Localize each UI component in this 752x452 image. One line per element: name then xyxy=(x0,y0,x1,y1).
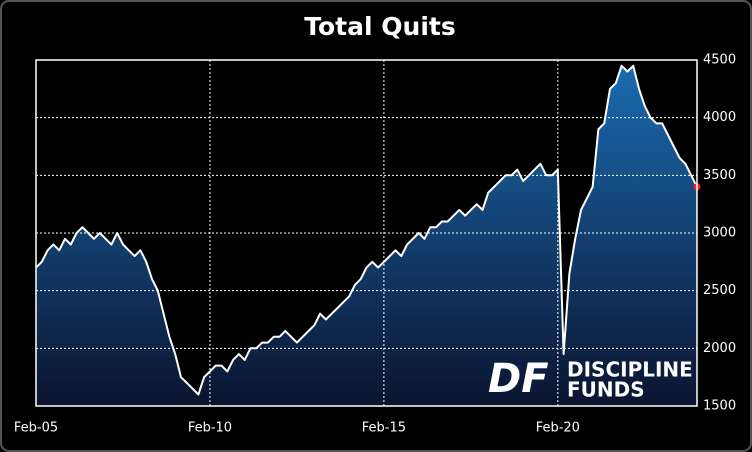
x-tick-label: Feb-20 xyxy=(536,421,580,436)
plot-area xyxy=(35,59,701,407)
y-tick-label: 2500 xyxy=(703,283,736,298)
y-tick-label: 4000 xyxy=(703,110,736,125)
area-fill xyxy=(36,65,697,407)
y-tick-label: 1500 xyxy=(703,399,736,414)
logo-text: DISCIPLINE xyxy=(567,358,693,382)
y-tick-label: 3500 xyxy=(703,168,736,183)
x-tick-label: Feb-15 xyxy=(362,421,406,436)
plot-border xyxy=(35,59,698,407)
line xyxy=(35,64,698,396)
y-tick-label: 4500 xyxy=(703,53,736,68)
chart-title: Total Quits xyxy=(304,12,455,41)
y-tick-label: 3000 xyxy=(703,226,736,241)
x-tick-label: Feb-05 xyxy=(14,421,58,436)
logo-text: FUNDS xyxy=(567,378,645,402)
logo-mark: DF xyxy=(488,356,549,402)
y-tick-label: 2000 xyxy=(703,341,736,356)
watermark: DF DISCIPLINE FUNDS xyxy=(488,356,693,402)
x-tick-label: Feb-10 xyxy=(188,421,232,436)
